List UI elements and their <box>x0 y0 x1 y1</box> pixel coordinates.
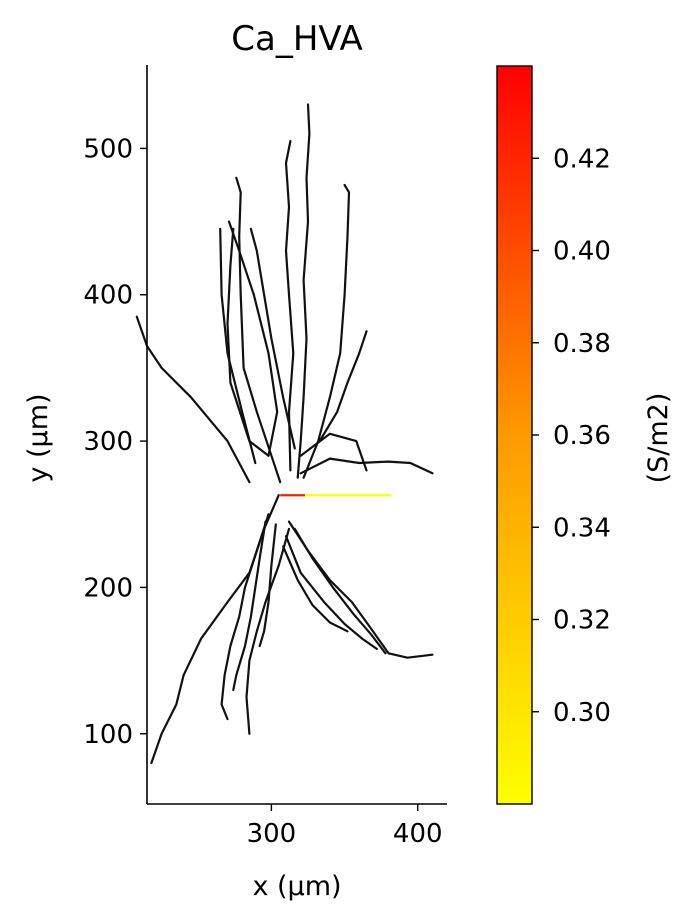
y-tick-label: 200 <box>83 573 133 603</box>
colorbar-tick-label: 0.42 <box>553 144 611 174</box>
branch-basal-left-2 <box>220 513 270 721</box>
branch-apical-left-1 <box>235 176 282 484</box>
colorbar-tick-label: 0.36 <box>553 421 611 451</box>
y-axis-label: y (µm) <box>23 393 54 482</box>
x-tick-label: 300 <box>247 819 297 849</box>
branch-basal-right-4 <box>282 545 349 633</box>
plot-area <box>135 103 434 765</box>
branch-apical-left-2 <box>226 227 270 457</box>
x-axis-label: x (µm) <box>252 871 341 902</box>
y-tick-label: 500 <box>83 134 133 164</box>
branch-apical-cross-2 <box>249 227 296 450</box>
chart-title: Ca_HVA <box>231 19 362 59</box>
y-tick-label: 100 <box>83 720 133 750</box>
dendrite-branches <box>135 103 434 765</box>
branch-apical-cross <box>227 220 279 457</box>
colorbar-tick-label: 0.38 <box>553 329 611 359</box>
branch-basal-left-4 <box>258 523 277 648</box>
branch-apical-left-3 <box>219 227 257 465</box>
branch-basal-left-3 <box>232 520 267 691</box>
x-ticks: 300 400 <box>247 804 443 849</box>
branch-basal-down <box>245 527 291 735</box>
colorbar-tick-label: 0.40 <box>553 237 611 267</box>
branch-oblique-right-2 <box>299 432 368 472</box>
branch-oblique-left <box>135 315 251 484</box>
branch-apical-right <box>302 183 351 479</box>
branch-basal-long-left <box>150 494 280 765</box>
y-ticks: 100 200 300 400 500 <box>83 134 147 750</box>
colorbar-tick-label: 0.32 <box>553 606 611 636</box>
branch-apical-center <box>284 140 295 472</box>
x-tick-label: 400 <box>393 819 443 849</box>
branch-basal-right-2 <box>293 527 387 655</box>
y-tick-label: 300 <box>83 427 133 457</box>
branch-basal-right-3 <box>284 535 378 650</box>
colorbar <box>496 65 533 805</box>
y-tick-label: 400 <box>83 281 133 311</box>
colorbar-tick-label: 0.34 <box>553 513 611 543</box>
branch-oblique-right <box>299 457 434 475</box>
branch-apical-right-oblique <box>318 330 368 443</box>
colorbar-label: (S/m2) <box>643 393 674 484</box>
branch-apical-tall <box>296 103 311 479</box>
colorbar-ticks: 0.30 0.32 0.34 0.36 0.38 0.40 0.42 <box>532 144 611 728</box>
colorbar-tick-label: 0.30 <box>553 698 611 728</box>
